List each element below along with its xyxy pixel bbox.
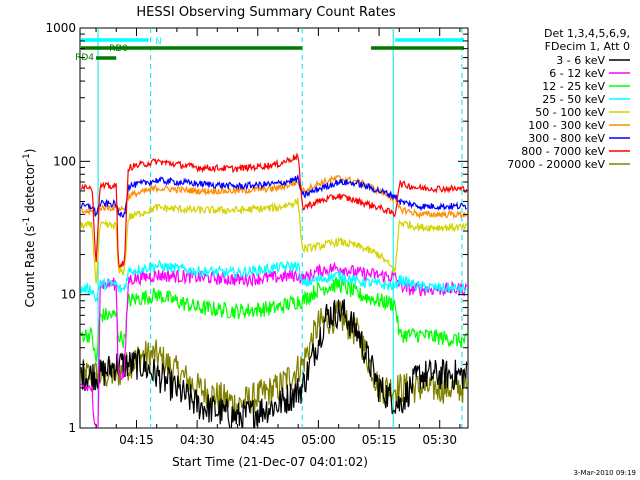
legend-label: 3 - 6 keV xyxy=(556,54,605,67)
x-tick-label: 05:30 xyxy=(422,433,457,447)
legend: Det 1,3,4,5,6,9, FDecim 1, Att 0 3 - 6 k… xyxy=(507,27,630,171)
legend-header-line: Det 1,3,4,5,6,9, xyxy=(544,27,630,40)
y-tick-label: 1000 xyxy=(45,21,76,35)
x-tick-label: 04:30 xyxy=(180,433,215,447)
series-line xyxy=(80,299,468,428)
x-axis-ticks: 04:15 04:30 04:45 05:00 05:15 05:30 xyxy=(95,28,461,447)
series-line xyxy=(80,300,468,419)
y-tick-label: 1 xyxy=(68,421,76,435)
series-group xyxy=(80,152,468,428)
timestamp: 3-Mar-2010 09:19 xyxy=(574,469,636,477)
x-tick-label: 05:15 xyxy=(362,433,397,447)
series-line xyxy=(80,152,468,268)
legend-header-line: FDecim 1, Att 0 xyxy=(545,40,630,53)
legend-label: 300 - 800 keV xyxy=(528,132,605,145)
y-tick-label: 100 xyxy=(53,154,76,168)
legend-label: 800 - 7000 keV xyxy=(521,145,605,158)
flag-label: RD0 xyxy=(109,44,128,54)
legend-label: 6 - 12 keV xyxy=(549,67,605,80)
x-tick-label: 04:15 xyxy=(119,433,154,447)
series-line xyxy=(80,259,467,303)
series-line xyxy=(80,276,468,363)
legend-label: 100 - 300 keV xyxy=(528,119,605,132)
legend-label: 7000 - 20000 keV xyxy=(507,158,605,171)
series-line xyxy=(80,174,468,220)
series-line xyxy=(80,173,467,218)
y-axis-ticks: 1 10 100 1000 xyxy=(45,21,468,435)
legend-label: 50 - 100 keV xyxy=(535,106,605,119)
series-line xyxy=(80,197,468,284)
legend-label: 12 - 25 keV xyxy=(542,80,605,93)
y-axis-label: Count Rate (s-1 detector-1) xyxy=(22,149,37,308)
x-tick-label: 05:00 xyxy=(301,433,336,447)
x-tick-label: 04:45 xyxy=(240,433,275,447)
flag-label: N xyxy=(155,37,162,47)
chart-title: HESSI Observing Summary Count Rates xyxy=(136,5,395,20)
legend-label: 25 - 50 keV xyxy=(542,93,605,106)
series-line xyxy=(80,261,468,428)
y-tick-label: 10 xyxy=(61,288,76,302)
plot-frame xyxy=(79,27,469,429)
x-axis-label: Start Time (21-Dec-07 04:01:02) xyxy=(172,455,368,469)
